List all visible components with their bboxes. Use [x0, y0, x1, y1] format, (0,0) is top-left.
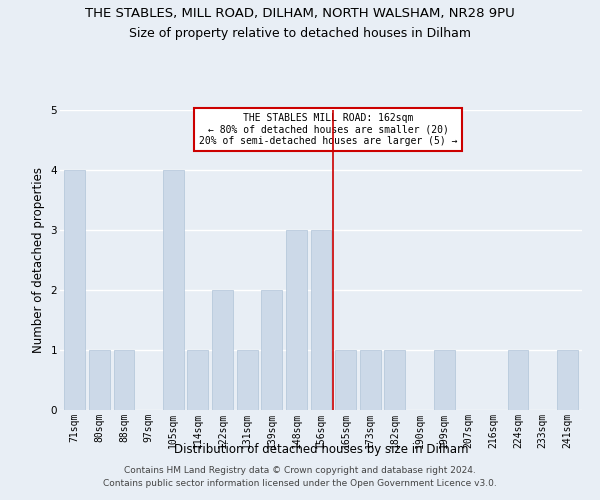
Bar: [360, 350, 381, 410]
Text: THE STABLES, MILL ROAD, DILHAM, NORTH WALSHAM, NR28 9PU: THE STABLES, MILL ROAD, DILHAM, NORTH WA…: [85, 8, 515, 20]
Text: Distribution of detached houses by size in Dilham: Distribution of detached houses by size …: [174, 442, 468, 456]
Bar: [261, 290, 282, 410]
Bar: [236, 350, 257, 410]
Bar: [64, 170, 85, 410]
Bar: [286, 230, 307, 410]
Bar: [163, 170, 184, 410]
Bar: [89, 350, 110, 410]
Bar: [212, 290, 233, 410]
Bar: [311, 230, 331, 410]
Text: Contains HM Land Registry data © Crown copyright and database right 2024.
Contai: Contains HM Land Registry data © Crown c…: [103, 466, 497, 487]
Y-axis label: Number of detached properties: Number of detached properties: [32, 167, 45, 353]
Bar: [113, 350, 134, 410]
Bar: [508, 350, 529, 410]
Bar: [335, 350, 356, 410]
Bar: [434, 350, 455, 410]
Text: THE STABLES MILL ROAD: 162sqm
← 80% of detached houses are smaller (20)
20% of s: THE STABLES MILL ROAD: 162sqm ← 80% of d…: [199, 113, 458, 146]
Bar: [187, 350, 208, 410]
Bar: [385, 350, 406, 410]
Bar: [557, 350, 578, 410]
Text: Size of property relative to detached houses in Dilham: Size of property relative to detached ho…: [129, 28, 471, 40]
